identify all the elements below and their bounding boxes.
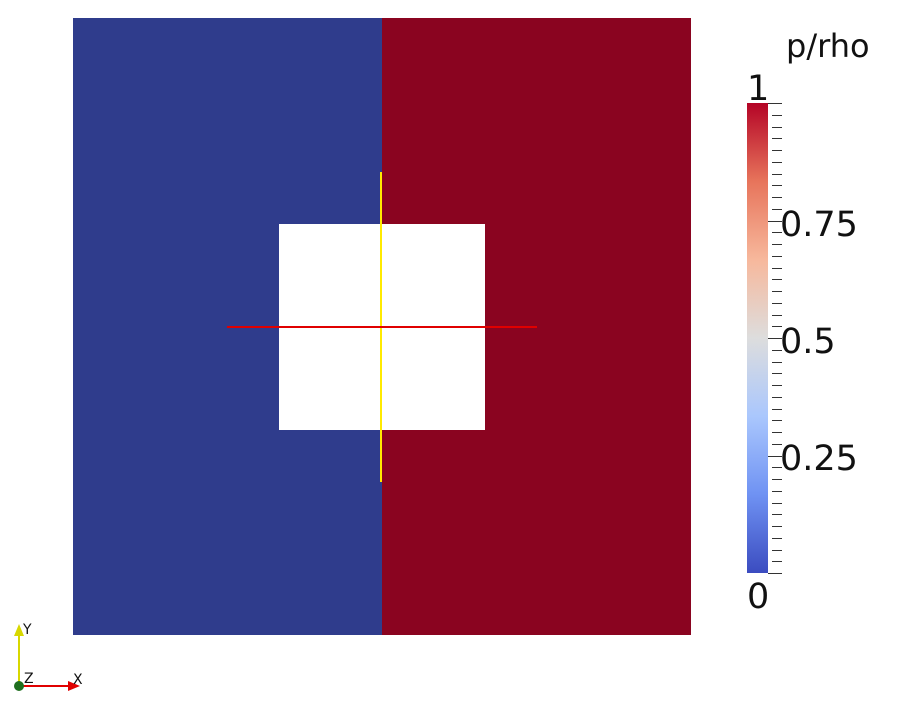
colorbar-tick [772,291,782,292]
colorbar-tick [768,573,782,574]
orientation-axes [14,624,80,691]
colorbar-tick [772,256,782,257]
colorbar-tick [768,221,782,222]
colorbar-tick [772,550,782,551]
colorbar-tick [772,174,782,175]
colorbar-tick [772,561,782,562]
colorbar-tick [772,397,782,398]
colorbar-tick [772,268,782,269]
colorbar-label-min: 0 [747,577,770,617]
colorbar-tick [772,244,782,245]
colorbar-tick [772,315,782,316]
colorbar-tick [768,456,782,457]
colorbar-tick [772,279,782,280]
colorbar-tick [772,420,782,421]
colorbar-tick [772,432,782,433]
colorbar-tick [772,185,782,186]
colorbar-tick [772,303,782,304]
axis-y-label: Y [23,622,32,638]
colorbar-tick [772,209,782,210]
colorbar-tick [768,103,782,104]
axis-x-label: X [73,672,83,688]
colorbar-tick [772,526,782,527]
colorbar-title: p/rho [786,27,870,65]
colorbar-tick [772,115,782,116]
colorbar-tick [772,362,782,363]
colorbar-label-0-5: 0.5 [780,322,836,362]
colorbar-tick [772,232,782,233]
colorbar [747,103,768,573]
colorbar-label-max: 1 [747,69,770,109]
colorbar-tick [772,444,782,445]
colorbar-tick [772,350,782,351]
colorbar-tick [772,373,782,374]
axis-x-arrow-icon [68,681,80,691]
colorbar-tick [772,127,782,128]
axis-z-origin-icon [14,681,24,691]
colorbar-tick [772,162,782,163]
colorbar-tick [772,385,782,386]
colorbar-tick [772,409,782,410]
colorbar-tick [772,538,782,539]
colorbar-tick [772,491,782,492]
colorbar-label-0-25: 0.25 [780,439,858,479]
colorbar-tick [768,338,782,339]
colorbar-tick [772,479,782,480]
colorbar-tick [772,197,782,198]
colorbar-tick [772,467,782,468]
probe-line-horizontal [227,326,537,328]
colorbar-tick [772,514,782,515]
colorbar-tick [772,326,782,327]
colorbar-label-0-75: 0.75 [780,205,858,245]
colorbar-tick [772,503,782,504]
colorbar-tick [772,150,782,151]
colorbar-tick [772,138,782,139]
colorbar-ticks [768,103,782,574]
axis-z-label: Z [24,671,34,687]
axis-y-arrow-icon [14,624,24,636]
